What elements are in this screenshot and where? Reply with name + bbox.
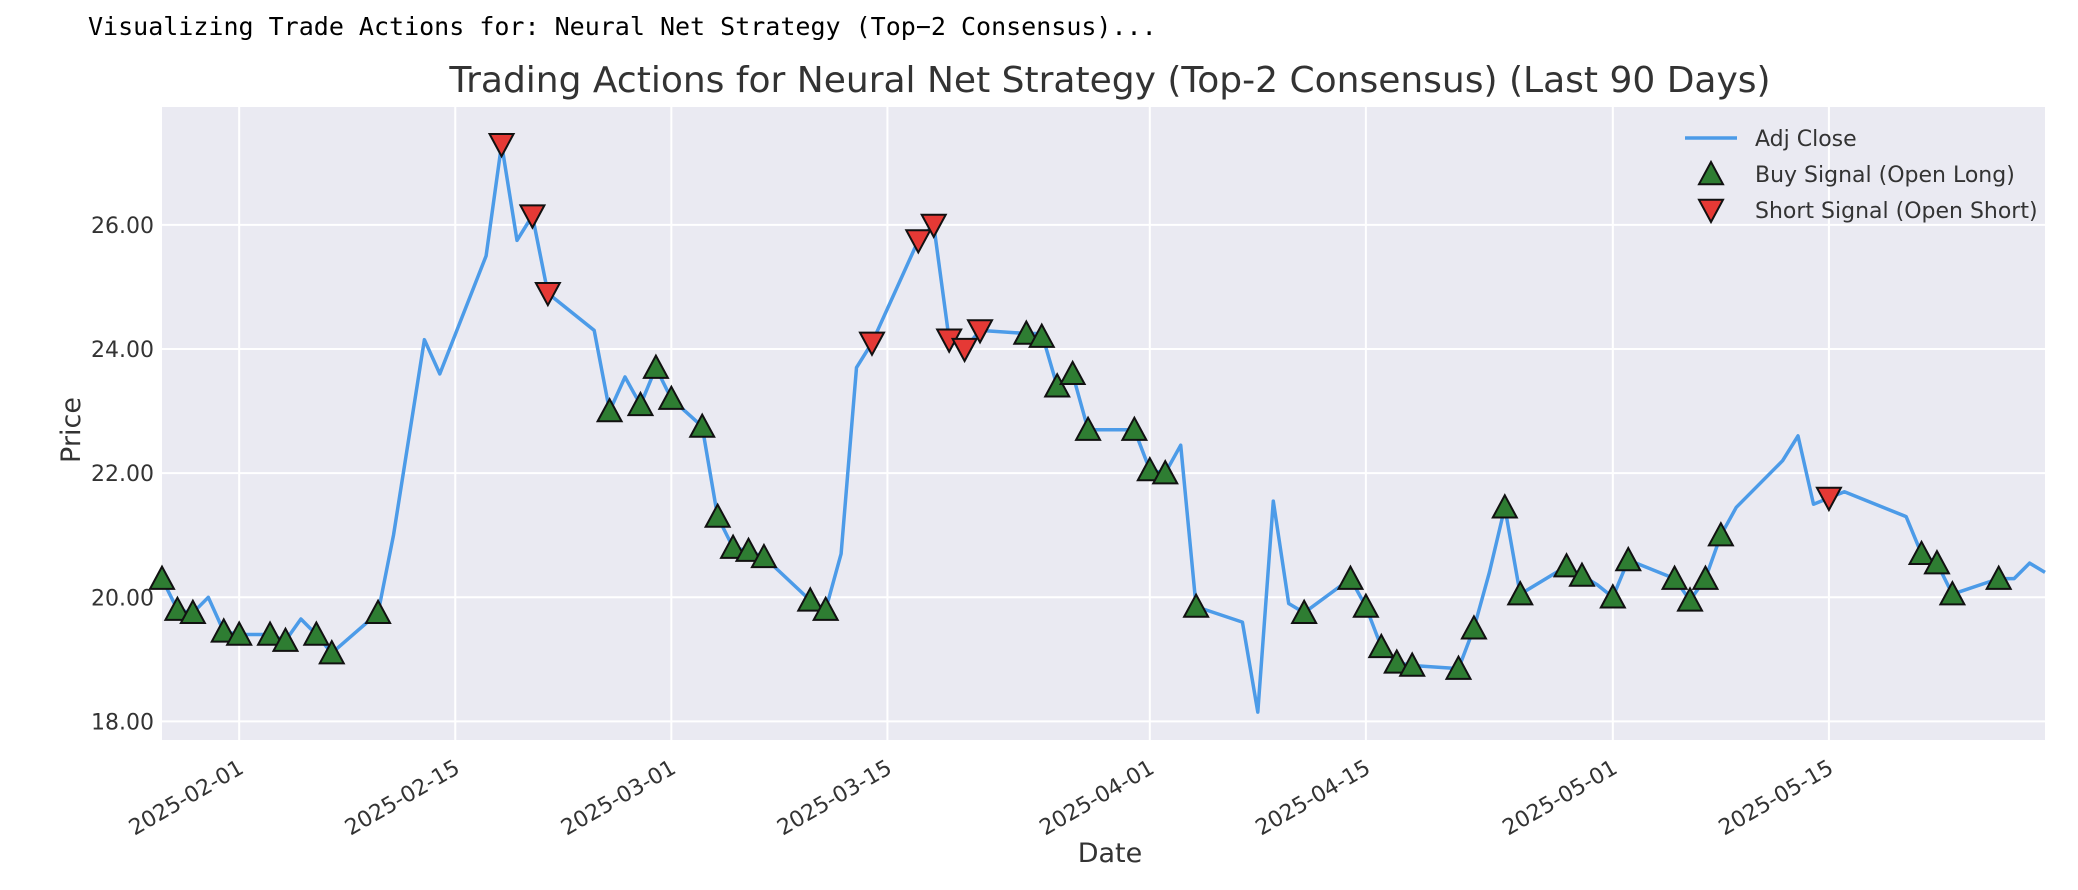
buy-signal-marker xyxy=(1676,586,1704,612)
y-tick-label: 24.00 xyxy=(91,338,154,363)
buy-signal-marker xyxy=(1058,359,1087,386)
buy-signal-marker xyxy=(1336,564,1365,590)
short-signal-marker xyxy=(858,331,886,357)
y-axis-title: Price xyxy=(56,397,87,463)
buy-signal-marker xyxy=(1398,651,1426,677)
legend-short-swatch xyxy=(1697,198,1725,225)
buy-signal-marker xyxy=(1012,319,1041,345)
short-signal-marker xyxy=(950,337,979,364)
buy-signal-marker xyxy=(1460,614,1488,640)
buy-signal-marker xyxy=(163,595,192,621)
buy-signal-marker xyxy=(1151,459,1179,485)
x-tick-label: 2025-04-01 xyxy=(1036,756,1159,842)
x-axis-title: Date xyxy=(1078,838,1143,869)
x-tick-label: 2025-02-01 xyxy=(125,756,248,842)
buy-signal-marker xyxy=(1028,322,1056,348)
buy-signal-marker xyxy=(1552,552,1581,578)
buy-signal-marker xyxy=(1352,592,1380,618)
buy-signal-marker xyxy=(734,536,763,562)
buy-signal-marker xyxy=(1506,580,1534,606)
buy-signal-marker xyxy=(225,620,253,646)
console-output: Visualizing Trade Actions for: Neural Ne… xyxy=(88,12,1157,41)
legend-item-buy-signal: Buy Signal (Open Long) xyxy=(1755,163,2015,188)
buy-signal-marker xyxy=(1444,654,1473,680)
short-signal-marker xyxy=(966,319,994,345)
x-tick-label: 2025-03-01 xyxy=(557,756,680,842)
short-signal-marker xyxy=(904,229,932,255)
x-tick-labels: 2025-02-01 2025-02-15 2025-03-01 2025-03-15… xyxy=(125,756,1838,842)
y-tick-labels: 18.00 20.00 22.00 24.00 26.00 xyxy=(91,214,154,735)
short-signal-marker xyxy=(534,281,562,308)
buy-signal-marker xyxy=(1614,545,1642,572)
short-signal-marker xyxy=(920,213,948,240)
buy-signal-marker xyxy=(750,542,778,569)
x-tick-label: 2025-03-15 xyxy=(773,756,896,842)
y-tick-label: 22.00 xyxy=(91,462,154,487)
buy-signal-marker xyxy=(1660,564,1689,590)
buy-signal-marker xyxy=(1568,561,1596,587)
buy-signal-marker xyxy=(1491,493,1519,519)
buy-signal-marker xyxy=(1367,632,1395,659)
buy-signal-marker xyxy=(796,586,824,612)
buy-signal-marker xyxy=(1707,521,1735,547)
buy-signal-markers xyxy=(148,319,2013,680)
buy-signal-marker xyxy=(1043,372,1071,398)
buy-signal-marker xyxy=(595,396,624,423)
buy-signal-marker xyxy=(1136,455,1164,482)
buy-signal-marker xyxy=(1182,592,1210,618)
x-tick-label: 2025-05-15 xyxy=(1715,756,1838,842)
buy-signal-marker xyxy=(812,595,840,621)
buy-signal-marker xyxy=(1120,415,1149,441)
short-signal-marker xyxy=(518,204,547,230)
x-tick-label: 2025-05-01 xyxy=(1499,756,1622,842)
legend-item-adj-close: Adj Close xyxy=(1755,127,1857,152)
short-signal-markers xyxy=(487,133,1843,513)
legend: Adj Close Buy Signal (Open Long) Short Sig… xyxy=(1685,127,2038,225)
buy-signal-marker xyxy=(271,626,300,652)
grid-lines xyxy=(162,107,2045,740)
y-tick-label: 20.00 xyxy=(91,586,154,611)
buy-signal-marker xyxy=(1938,580,1967,606)
buy-signal-marker xyxy=(688,412,716,438)
buy-signal-marker xyxy=(642,353,670,379)
buy-signal-marker xyxy=(256,620,284,646)
buy-signal-marker xyxy=(703,502,732,528)
x-tick-label: 2025-04-15 xyxy=(1252,756,1375,842)
y-tick-label: 18.00 xyxy=(91,710,154,735)
short-signal-marker xyxy=(1815,486,1843,513)
legend-buy-swatch xyxy=(1697,159,1725,186)
buy-signal-marker xyxy=(1290,598,1318,624)
buy-signal-marker xyxy=(318,639,346,665)
buy-signal-marker xyxy=(210,617,238,643)
buy-signal-marker xyxy=(1691,564,1720,590)
buy-signal-marker xyxy=(1074,415,1102,441)
buy-signal-marker xyxy=(657,384,686,410)
buy-signal-marker xyxy=(626,390,655,417)
buy-signal-marker xyxy=(1923,549,1951,575)
buy-signal-marker xyxy=(1599,583,1627,609)
plot-background xyxy=(162,107,2045,740)
legend-item-short-signal: Short Signal (Open Short) xyxy=(1755,199,2038,224)
y-tick-label: 26.00 xyxy=(91,214,154,239)
chart-title: Trading Actions for Neural Net Strategy … xyxy=(448,60,1770,101)
buy-signal-marker xyxy=(179,598,207,624)
buy-signal-marker xyxy=(148,564,176,590)
buy-signal-marker xyxy=(302,620,331,646)
buy-signal-marker xyxy=(1907,539,1936,566)
buy-signal-marker xyxy=(719,533,747,559)
buy-signal-marker xyxy=(1383,648,1411,674)
buy-signal-marker xyxy=(1985,564,2013,590)
buy-signal-marker xyxy=(364,598,392,624)
short-signal-marker xyxy=(487,133,516,159)
x-tick-label: 2025-02-15 xyxy=(341,756,464,842)
